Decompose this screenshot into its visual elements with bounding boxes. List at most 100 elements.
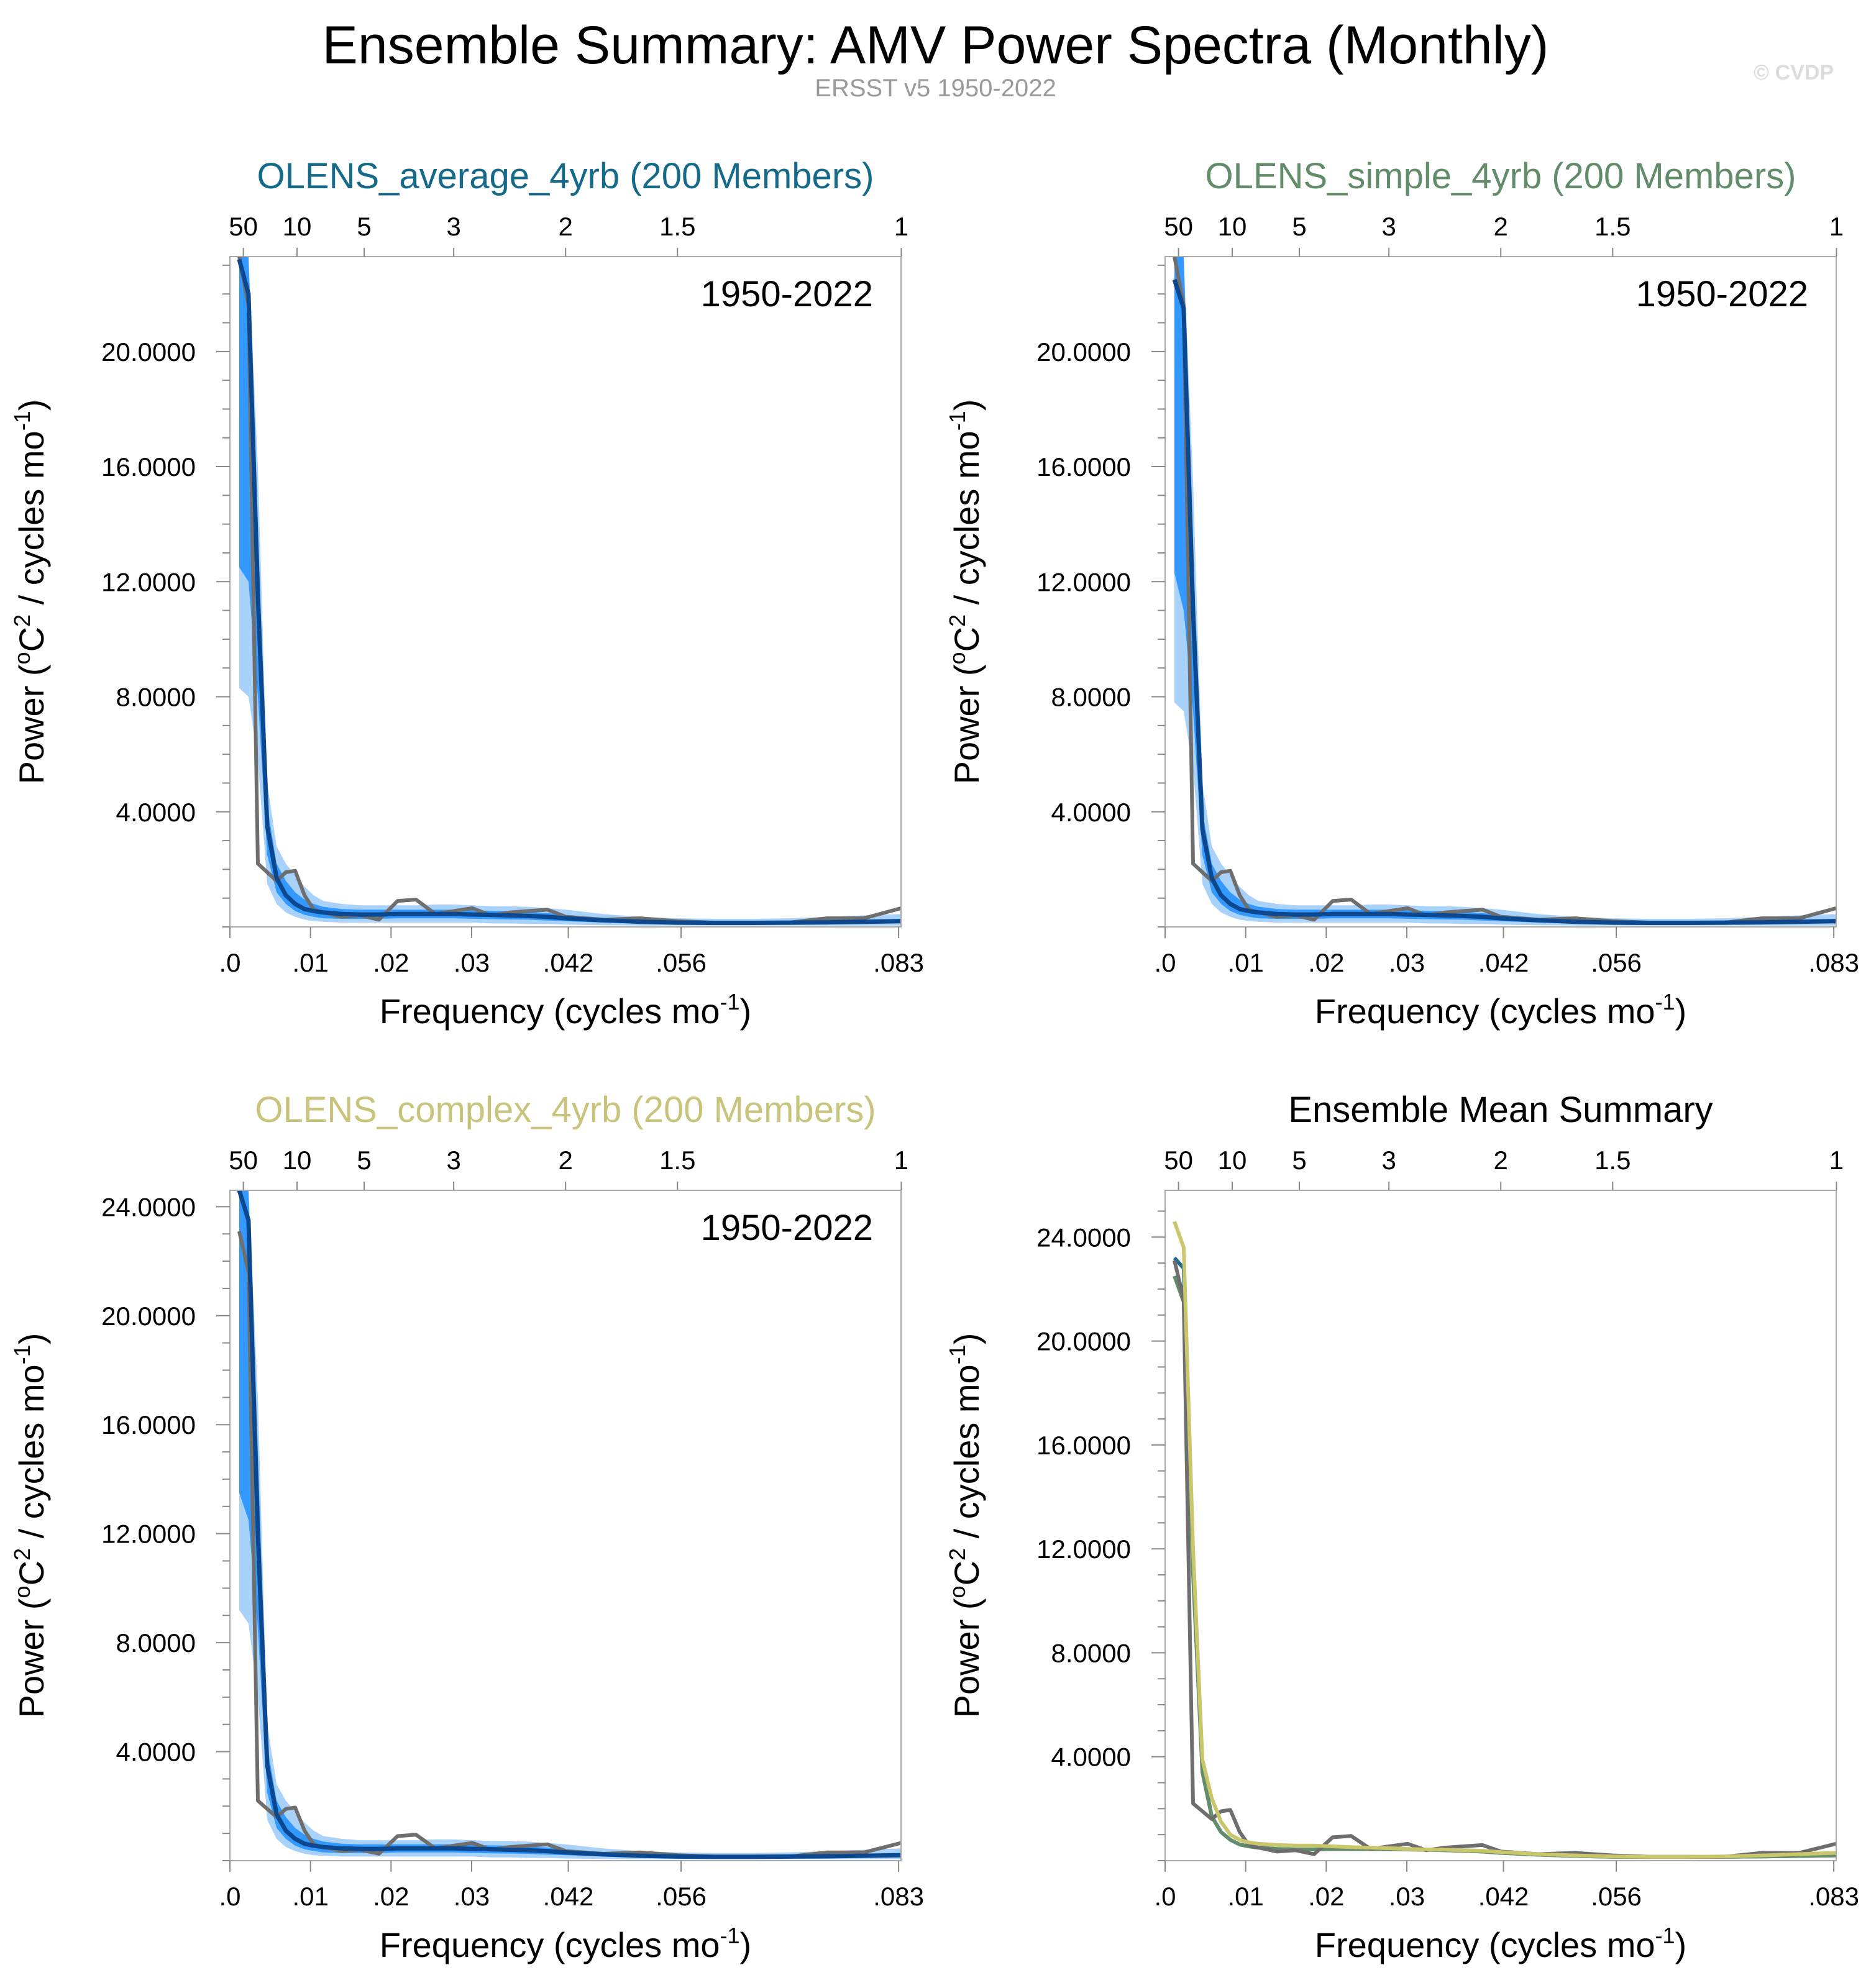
top-period-label: 5 bbox=[1292, 212, 1306, 241]
x-tick-label: .03 bbox=[454, 948, 490, 977]
outer-spread-band bbox=[239, 1190, 901, 1859]
y-tick-label: 24.0000 bbox=[1036, 1223, 1131, 1252]
panel-1: 4.0000 8.0000 12.0000 16.0000 20.0000 .0 .01 .0… bbox=[9, 156, 924, 1031]
x-tick-label: .0 bbox=[1154, 948, 1176, 977]
x-tick-label: .01 bbox=[1227, 948, 1263, 977]
top-period-label: 3 bbox=[1381, 212, 1396, 241]
period-label: 1950-2022 bbox=[1636, 274, 1808, 314]
observed-line bbox=[237, 257, 901, 925]
x-tick-label: .01 bbox=[292, 948, 328, 977]
inner-spread-band bbox=[1174, 257, 1836, 924]
top-period-label: 3 bbox=[446, 212, 460, 241]
y-tick-label: 16.0000 bbox=[1036, 1431, 1131, 1460]
y-tick-label: 20.0000 bbox=[1036, 1327, 1131, 1356]
y-tick-label: 12.0000 bbox=[1036, 1534, 1131, 1564]
x-tick-label: .0 bbox=[1154, 1882, 1176, 1911]
complex-mean-line bbox=[1173, 1221, 1836, 1859]
y-tick-label: 12.0000 bbox=[101, 567, 196, 596]
plot-area bbox=[237, 1190, 901, 1859]
y-tick-label: 4.0000 bbox=[116, 798, 196, 827]
top-period-label: 1.5 bbox=[659, 1146, 695, 1175]
x-tick-label: .042 bbox=[543, 948, 594, 977]
outer-spread-band bbox=[1174, 257, 1836, 926]
x-tick-label: .042 bbox=[1478, 948, 1529, 977]
y-axis-label: Power (oC2 / cycles mo-1) bbox=[9, 399, 51, 785]
ensemble-mean-line bbox=[237, 1190, 901, 1859]
x-axis-label: Frequency (cycles mo-1) bbox=[380, 1923, 751, 1964]
x-tick-label: .083 bbox=[873, 1882, 924, 1911]
y-tick-label: 8.0000 bbox=[1051, 1638, 1131, 1667]
panel-title: OLENS_complex_4yrb (200 Members) bbox=[255, 1090, 876, 1130]
outer-spread-band bbox=[239, 257, 901, 926]
top-period-label: 5 bbox=[357, 1146, 371, 1175]
inner-spread-band bbox=[239, 1190, 901, 1858]
x-tick-label: .056 bbox=[1591, 1882, 1642, 1911]
y-tick-label: 12.0000 bbox=[1036, 567, 1131, 596]
top-period-label: 50 bbox=[229, 212, 258, 241]
observed-line bbox=[237, 1231, 901, 1859]
plot-frame bbox=[229, 1190, 902, 1861]
y-axis-label: Power (oC2 / cycles mo-1) bbox=[9, 1333, 51, 1718]
ensemble-mean-line bbox=[237, 258, 901, 925]
y-tick-label: 4.0000 bbox=[1051, 1743, 1131, 1772]
x-tick-label: .03 bbox=[1389, 1882, 1425, 1911]
figure-title: Ensemble Summary: AMV Power Spectra (Mon… bbox=[322, 16, 1549, 75]
top-period-label: 3 bbox=[1381, 1146, 1396, 1175]
x-tick-label: .01 bbox=[1227, 1882, 1263, 1911]
inner-spread-band bbox=[239, 257, 901, 924]
x-tick-label: .083 bbox=[1808, 1882, 1859, 1911]
y-tick-label: 8.0000 bbox=[116, 1628, 196, 1657]
x-tick-label: .02 bbox=[373, 1882, 409, 1911]
panel-title: Ensemble Mean Summary bbox=[1288, 1090, 1713, 1130]
panel-title: OLENS_average_4yrb (200 Members) bbox=[257, 156, 874, 196]
x-tick-label: .083 bbox=[1808, 948, 1859, 977]
observed-line bbox=[1173, 1260, 1836, 1859]
plot-area bbox=[1173, 1221, 1836, 1859]
x-axis-label: Frequency (cycles mo-1) bbox=[1315, 989, 1686, 1031]
top-period-label: 2 bbox=[559, 1146, 573, 1175]
plot-area bbox=[1172, 257, 1836, 926]
top-period-label: 5 bbox=[357, 212, 371, 241]
period-label: 1950-2022 bbox=[701, 1208, 873, 1248]
top-period-label: 50 bbox=[1164, 212, 1193, 241]
top-period-label: 1 bbox=[1829, 1146, 1844, 1175]
top-period-label: 10 bbox=[1218, 1146, 1247, 1175]
plot-area bbox=[237, 257, 901, 926]
y-tick-label: 16.0000 bbox=[101, 452, 196, 481]
top-period-label: 10 bbox=[1218, 212, 1247, 241]
y-axis-label: Power (oC2 / cycles mo-1) bbox=[945, 1333, 986, 1718]
x-axis-label: Frequency (cycles mo-1) bbox=[1315, 1923, 1686, 1964]
y-tick-label: 4.0000 bbox=[116, 1738, 196, 1767]
y-tick-label: 8.0000 bbox=[116, 683, 196, 712]
y-axis-label: Power (oC2 / cycles mo-1) bbox=[945, 399, 986, 785]
x-tick-label: .02 bbox=[373, 948, 409, 977]
top-period-label: 1.5 bbox=[1594, 212, 1631, 241]
y-tick-label: 4.0000 bbox=[1051, 798, 1131, 827]
x-tick-label: .0 bbox=[219, 1882, 240, 1911]
x-tick-label: .042 bbox=[543, 1882, 594, 1911]
top-period-label: 50 bbox=[229, 1146, 258, 1175]
simple-mean-line bbox=[1173, 1275, 1836, 1859]
panel-title: OLENS_simple_4yrb (200 Members) bbox=[1205, 156, 1796, 196]
observed-line bbox=[1173, 257, 1836, 925]
top-period-label: 2 bbox=[559, 212, 573, 241]
panel-2: 4.0000 8.0000 12.0000 16.0000 20.0000 .0 .01 .0… bbox=[945, 156, 1859, 1031]
top-period-label: 3 bbox=[446, 1146, 460, 1175]
top-period-label: 1.5 bbox=[1594, 1146, 1631, 1175]
plot-frame bbox=[1164, 256, 1837, 928]
y-tick-label: 16.0000 bbox=[101, 1410, 196, 1439]
top-period-label: 2 bbox=[1494, 212, 1508, 241]
copyright-watermark: © CVDP bbox=[1754, 61, 1834, 84]
ensemble-mean-line bbox=[1172, 278, 1836, 925]
x-tick-label: .056 bbox=[656, 1882, 707, 1911]
top-period-label: 50 bbox=[1164, 1146, 1193, 1175]
top-period-label: 1 bbox=[894, 212, 908, 241]
y-tick-label: 24.0000 bbox=[101, 1192, 196, 1221]
panel-3: 4.0000 8.0000 12.0000 16.0000 20.0000 24.0000… bbox=[9, 1090, 924, 1964]
period-label: 1950-2022 bbox=[701, 274, 873, 314]
x-tick-label: .03 bbox=[1389, 948, 1425, 977]
top-period-label: 10 bbox=[283, 212, 312, 241]
x-tick-label: .056 bbox=[656, 948, 707, 977]
top-period-label: 5 bbox=[1292, 1146, 1306, 1175]
